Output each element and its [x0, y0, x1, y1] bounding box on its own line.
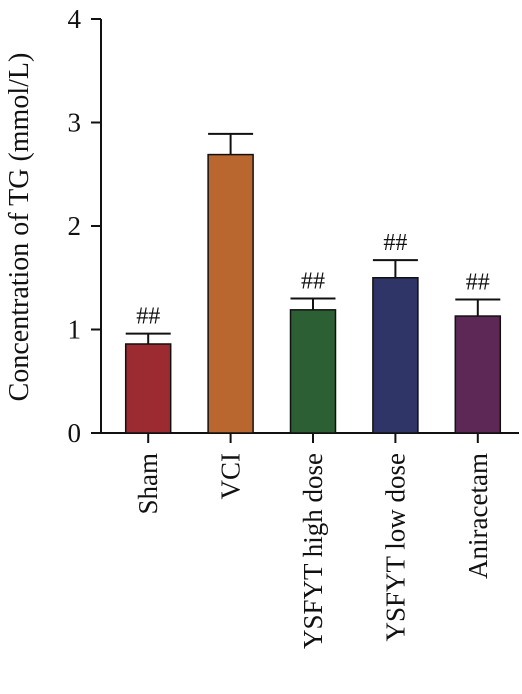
significance-label-0: ##: [136, 304, 160, 330]
category-label-1: VCI: [216, 453, 246, 500]
error-bars: [125, 132, 501, 344]
y-axis: 0 1 2 3 4: [68, 4, 102, 448]
category-label-3: YSFYT low dose: [380, 453, 410, 642]
category-label-0: Sham: [133, 453, 163, 515]
category-label-4: Aniracetam: [463, 453, 493, 579]
category-labels: Sham VCI YSFYT high dose YSFYT low dose Anir…: [133, 453, 493, 649]
bar-3: [372, 277, 419, 434]
significance-label-2: ##: [301, 268, 325, 294]
category-label-2: YSFYT high dose: [298, 453, 328, 649]
bar-2: [289, 309, 337, 434]
bar-series: [124, 153, 502, 434]
x-axis: [101, 432, 519, 443]
bar-0: [124, 343, 172, 434]
significance-label-4: ##: [466, 269, 490, 295]
significance-labels: ## ## ## ##: [136, 230, 490, 329]
y-tick-label-2: 2: [68, 211, 82, 241]
y-tick-label-0: 0: [68, 418, 82, 448]
significance-label-3: ##: [383, 230, 407, 256]
y-tick-label-1: 1: [68, 315, 82, 345]
y-tick-label-3: 3: [68, 108, 82, 138]
bar-1: [207, 153, 254, 434]
y-axis-title: Concentration of TG (mmol/L): [4, 53, 35, 402]
bar-4: [454, 315, 502, 434]
y-tick-label-4: 4: [68, 4, 82, 34]
